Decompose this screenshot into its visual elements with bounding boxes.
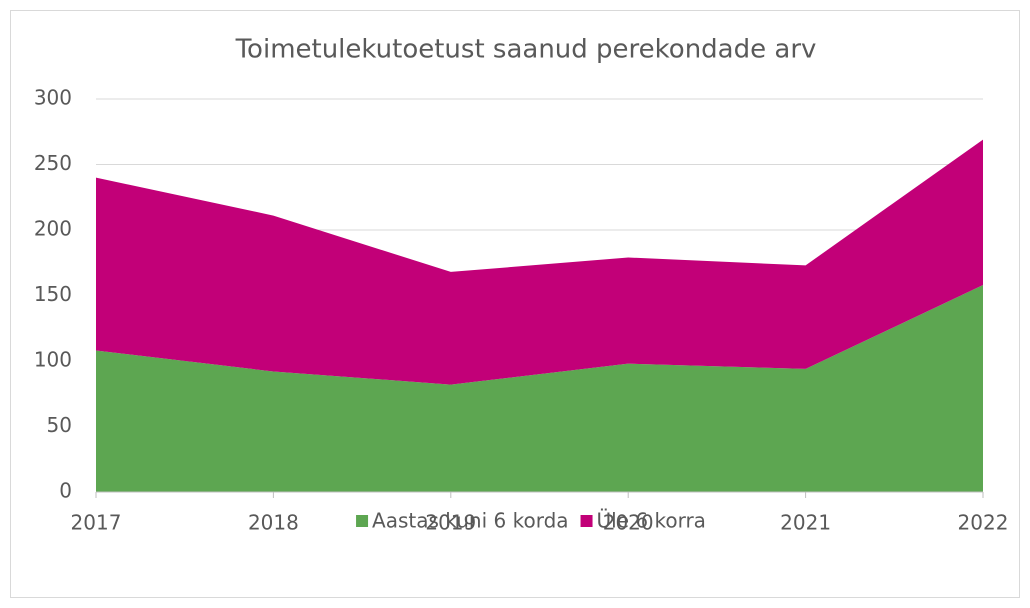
- x-tick-label: 2022: [958, 511, 1009, 535]
- chart-title: Toimetulekutoetust saanud perekondade ar…: [235, 35, 817, 65]
- x-tick-label: 2018: [248, 511, 299, 535]
- x-tick-label: 2017: [71, 511, 122, 535]
- y-tick-label: 300: [34, 86, 72, 110]
- legend: Aastas kuni 6 korda Üle 6 korra: [356, 509, 706, 533]
- y-tick-label: 50: [47, 413, 72, 437]
- y-tick-label: 250: [34, 151, 72, 175]
- y-tick-label: 100: [34, 348, 72, 372]
- x-tick-label: 2020: [603, 511, 654, 535]
- y-tick-label: 0: [59, 479, 72, 503]
- legend-swatch: [356, 515, 369, 527]
- x-tick-label: 2019: [425, 511, 476, 535]
- area: [96, 139, 983, 385]
- area: [96, 285, 983, 492]
- x-tick-label: 2021: [780, 511, 831, 535]
- y-tick-label: 150: [34, 282, 72, 306]
- legend-label: Aastas kuni 6 korda: [372, 509, 568, 533]
- y-tick-label: 200: [34, 217, 72, 241]
- legend-swatch: [580, 515, 593, 527]
- legend-label: Üle 6 korra: [597, 509, 706, 533]
